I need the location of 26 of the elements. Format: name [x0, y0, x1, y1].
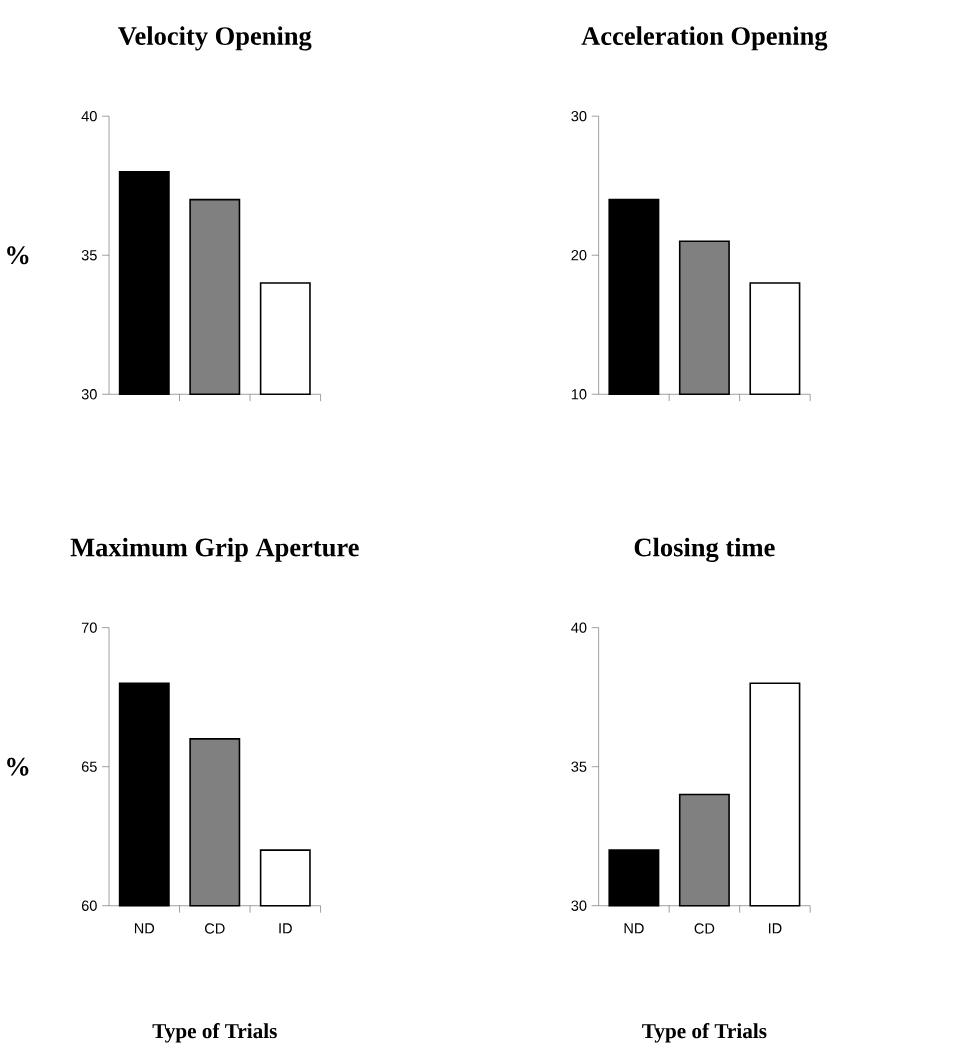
- y-tick-label: 65: [82, 761, 98, 772]
- chart-title: Velocity Opening: [118, 26, 312, 51]
- x-axis-title: Type of Trials: [642, 1023, 767, 1043]
- y-tick-label: 30: [571, 900, 587, 911]
- chart-title: Closing time: [634, 537, 775, 562]
- y-tick-label: 30: [82, 389, 98, 400]
- y-tick-label: 10: [572, 389, 587, 400]
- chart-title: Maximum Grip Aperture: [70, 537, 360, 562]
- y-tick-label: 40: [81, 111, 98, 122]
- y-tick-label: 70: [82, 622, 98, 633]
- y-tick-label: 35: [82, 250, 98, 261]
- y-axis-title: %: [7, 246, 29, 265]
- y-tick-label: 35: [571, 761, 587, 772]
- chart-title: Acceleration Opening: [581, 26, 828, 51]
- y-tick-label: 30: [571, 111, 587, 122]
- y-tick-label: 60: [82, 900, 98, 911]
- y-axis-title: %: [7, 757, 29, 776]
- x-tick-label: CD: [694, 923, 715, 934]
- x-tick-label: ID: [279, 923, 293, 934]
- x-tick-label: ID: [769, 923, 782, 934]
- y-tick-label: 40: [571, 622, 587, 633]
- x-tick-label: ND: [135, 923, 155, 934]
- x-tick-label: ND: [624, 923, 644, 934]
- y-tick-label: 20: [571, 250, 587, 261]
- x-tick-label: CD: [205, 923, 225, 934]
- x-axis-title: Type of Trials: [152, 1023, 278, 1043]
